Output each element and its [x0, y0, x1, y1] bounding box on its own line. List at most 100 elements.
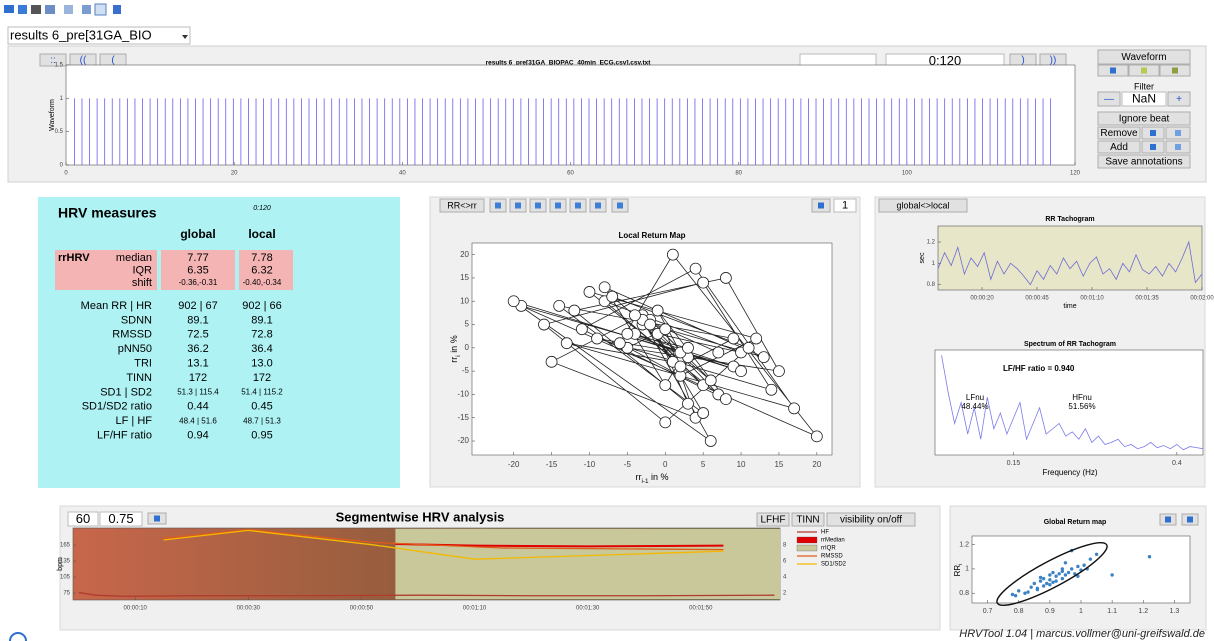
button[interactable]	[1165, 140, 1191, 154]
button-face[interactable]	[1097, 126, 1141, 140]
time-input-value[interactable]: 0:120	[929, 53, 962, 68]
button-icon[interactable]	[1172, 67, 1178, 74]
button[interactable]: TINN	[791, 512, 825, 527]
button-face[interactable]	[1097, 140, 1141, 154]
button[interactable]	[1159, 513, 1177, 526]
button[interactable]	[1159, 64, 1191, 77]
button-face[interactable]	[39, 53, 67, 67]
icon-toggle[interactable]	[94, 3, 107, 16]
button-label[interactable]: visibility on/off	[840, 515, 902, 526]
button-face[interactable]	[1167, 91, 1191, 107]
button[interactable]	[1097, 64, 1129, 77]
button[interactable]: LFHF	[756, 512, 790, 527]
button[interactable]: ))	[1039, 53, 1067, 67]
window-value[interactable]: 60	[76, 511, 90, 526]
button-label[interactable]: )	[1021, 55, 1024, 66]
button-label[interactable]: —	[1104, 94, 1114, 105]
button[interactable]	[529, 198, 547, 213]
button-label[interactable]: Add	[1110, 142, 1128, 153]
button-label[interactable]: +	[1176, 94, 1182, 105]
button-icon[interactable]	[575, 202, 581, 209]
button[interactable]	[1141, 126, 1165, 140]
button-icon[interactable]	[1175, 144, 1181, 150]
button[interactable]: RR<>rr	[439, 198, 485, 213]
filter-input[interactable]	[1121, 91, 1167, 107]
button-face[interactable]	[439, 198, 485, 213]
button-face[interactable]	[878, 198, 968, 213]
button-face[interactable]	[791, 512, 825, 527]
button[interactable]	[549, 198, 567, 213]
file-dropdown[interactable]	[7, 26, 191, 45]
button-label[interactable]: RR<>rr	[447, 200, 477, 210]
icon-save[interactable]	[18, 5, 27, 14]
button-icon[interactable]	[495, 202, 501, 209]
button-label[interactable]: TINN	[796, 515, 819, 526]
button-icon[interactable]	[1150, 130, 1156, 136]
button[interactable]: +	[1167, 91, 1191, 107]
button[interactable]	[1181, 513, 1199, 526]
icon-open[interactable]	[4, 5, 14, 13]
button-icon[interactable]	[1141, 67, 1147, 74]
button[interactable]: ((	[69, 53, 97, 67]
button-icon[interactable]	[1187, 516, 1193, 523]
button[interactable]	[811, 198, 831, 213]
button[interactable]: (	[99, 53, 127, 67]
segment-input[interactable]	[833, 198, 857, 213]
button[interactable]: Add	[1097, 140, 1141, 154]
button-face[interactable]	[1097, 154, 1191, 169]
button-face[interactable]	[1097, 111, 1191, 126]
button-icon[interactable]	[1175, 130, 1181, 136]
button[interactable]: Save annotations	[1097, 154, 1191, 169]
button-face[interactable]	[756, 512, 790, 527]
button-icon[interactable]	[515, 202, 521, 209]
button[interactable]	[509, 198, 527, 213]
filter-value[interactable]: NaN	[1132, 92, 1156, 106]
button-icon[interactable]	[555, 202, 561, 209]
button-icon[interactable]	[818, 202, 824, 209]
button[interactable]	[611, 198, 629, 213]
button-label[interactable]: ((	[80, 55, 87, 66]
button[interactable]	[569, 198, 587, 213]
button-face[interactable]	[1097, 49, 1191, 65]
icon-copy[interactable]	[64, 5, 73, 14]
button[interactable]: )	[1009, 53, 1037, 67]
button-label[interactable]: Remove	[1100, 128, 1138, 139]
icon-pointer[interactable]	[113, 5, 121, 14]
button-label[interactable]: LFHF	[761, 515, 786, 526]
button-label[interactable]: global<>local	[896, 200, 949, 210]
button-face[interactable]	[1097, 91, 1121, 107]
button-icon[interactable]	[1165, 516, 1171, 523]
button-icon[interactable]	[1110, 67, 1116, 74]
button[interactable]: visibility on/off	[826, 512, 916, 527]
button[interactable]	[147, 512, 167, 525]
button[interactable]	[1141, 140, 1165, 154]
icon-table[interactable]	[45, 5, 55, 14]
button[interactable]: Ignore beat	[1097, 111, 1191, 126]
button-label[interactable]: Waveform	[1121, 52, 1166, 63]
button[interactable]: global<>local	[878, 198, 968, 213]
button[interactable]: ::	[39, 53, 67, 67]
icon-print[interactable]	[31, 5, 41, 14]
button-icon[interactable]	[1150, 144, 1156, 150]
button-icon[interactable]	[595, 202, 601, 209]
button[interactable]: Remove	[1097, 126, 1141, 140]
button-icon[interactable]	[535, 202, 541, 209]
button[interactable]: —	[1097, 91, 1121, 107]
button-face[interactable]	[826, 512, 916, 527]
window-input[interactable]	[67, 511, 99, 527]
icon-data[interactable]	[82, 5, 91, 14]
button-icon[interactable]	[154, 515, 160, 522]
button[interactable]	[1128, 64, 1160, 77]
overlap-value[interactable]: 0.75	[108, 511, 133, 526]
button[interactable]	[589, 198, 607, 213]
segment-value[interactable]: 1	[842, 199, 848, 211]
button[interactable]	[489, 198, 507, 213]
button-label[interactable]: ::	[50, 55, 56, 66]
button[interactable]	[1165, 126, 1191, 140]
button-label[interactable]: Save annotations	[1105, 157, 1182, 168]
dropdown-arrow[interactable]	[182, 35, 188, 39]
overlap-input[interactable]	[99, 511, 143, 527]
button-label[interactable]: Ignore beat	[1119, 114, 1170, 125]
file-dropdown-label[interactable]: results 6_pre[31GA_BIO	[10, 27, 152, 42]
button-label[interactable]: ))	[1050, 55, 1057, 66]
